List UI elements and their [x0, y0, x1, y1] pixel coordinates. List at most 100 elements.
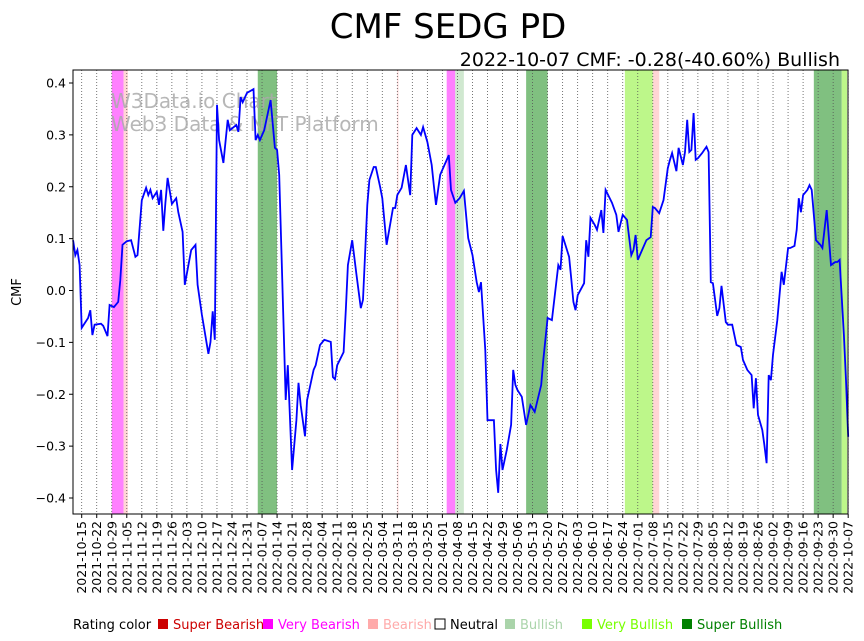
y-tick-label: 0.4 [46, 76, 66, 91]
watermark: W3Data.io Chart Web3 Data & NFT Platform [111, 89, 379, 136]
x-tick-label: 2022-04-01 [435, 521, 450, 594]
x-tick-label: 2021-11-12 [134, 521, 149, 594]
legend-swatch-super-bearish [158, 619, 168, 629]
x-tick-label: 2022-07-15 [660, 521, 675, 594]
cmf-series-line [72, 87, 850, 493]
x-tick-label: 2022-04-29 [495, 521, 510, 594]
x-tick-label: 2022-08-12 [720, 521, 735, 594]
x-tick-label: 2022-06-24 [615, 521, 630, 594]
x-tick-label: 2021-12-03 [179, 521, 194, 594]
rating-band-very-bullish [841, 70, 848, 514]
legend-label-very-bearish: Very Bearish [278, 618, 360, 633]
x-tick-label: 2021-11-26 [164, 521, 179, 594]
rating-band-bullish [455, 70, 464, 514]
x-tick-label: 2022-06-03 [570, 521, 585, 594]
x-tick-label: 2022-04-08 [450, 521, 465, 594]
x-tick-label: 2021-12-31 [240, 521, 255, 594]
rating-band-very-bearish [446, 70, 456, 514]
x-tick-label: 2022-05-06 [510, 521, 525, 594]
x-axis: 2021-10-15 2021-10-22 2021-10-29 2021-11-05… [74, 514, 856, 594]
legend-swatch-very-bearish [263, 619, 273, 629]
rating-band-super-bullish [257, 70, 278, 514]
y-tick-label: 0.2 [46, 179, 66, 194]
legend-swatch-very-bullish [582, 619, 592, 629]
x-tick-label: 2022-06-17 [600, 521, 615, 594]
x-tick-label: 2021-10-15 [74, 521, 89, 594]
legend-title: Rating color [73, 618, 152, 633]
x-tick-label: 2021-12-24 [224, 521, 239, 594]
x-tick-label: 2022-09-23 [811, 521, 826, 594]
x-tick-label: 2022-01-07 [255, 521, 270, 594]
rating-band-bearish [652, 70, 660, 514]
x-tick-label: 2022-09-16 [796, 521, 811, 594]
rating-band-super-bullish [526, 70, 548, 514]
x-tick-label: 2022-10-07 [841, 521, 856, 594]
rating-band-very-bearish [111, 70, 124, 514]
legend-swatch-bearish [368, 619, 378, 629]
legend-label-bearish: Bearish [383, 618, 432, 633]
x-tick-label: 2022-05-13 [525, 521, 540, 594]
x-tick-label: 2022-07-08 [645, 521, 660, 594]
x-tick-label: 2022-08-19 [735, 521, 750, 594]
y-tick-label: 0.1 [46, 231, 66, 246]
x-tick-label: 2022-09-02 [766, 521, 781, 594]
rating-bands [111, 70, 848, 514]
x-tick-label: 2021-11-05 [119, 521, 134, 594]
x-tick-label: 2022-02-04 [315, 521, 330, 594]
x-tick-label: 2022-03-04 [375, 521, 390, 594]
y-axis: −0.4 −0.3 −0.2 −0.1 0.0 0.1 0.2 0.3 0.4 [36, 76, 73, 506]
y-tick-label: −0.2 [36, 387, 66, 402]
x-tick-label: 2022-03-18 [405, 521, 420, 594]
x-tick-label: 2021-12-17 [209, 521, 224, 594]
rating-band-bearish [397, 70, 399, 514]
rating-band-bearish [123, 70, 128, 514]
x-tick-label: 2022-02-18 [345, 521, 360, 594]
y-tick-label: −0.4 [36, 491, 66, 506]
x-tick-label: 2022-07-01 [630, 521, 645, 594]
x-tick-label: 2022-04-15 [465, 521, 480, 594]
x-tick-label: 2022-07-22 [675, 521, 690, 594]
legend-label-super-bullish: Super Bullish [697, 618, 782, 633]
x-tick-label: 2022-01-28 [300, 521, 315, 594]
legend-swatch-bullish [505, 619, 515, 629]
y-tick-label: 0.3 [46, 127, 66, 142]
legend-swatch-neutral [434, 618, 446, 630]
x-tick-label: 2021-10-22 [89, 521, 104, 594]
x-tick-label: 2022-03-11 [390, 521, 405, 594]
watermark-line-1: W3Data.io Chart [111, 89, 277, 113]
x-tick-label: 2021-11-19 [149, 521, 164, 594]
legend-label-neutral: Neutral [450, 618, 498, 633]
plot-frame [72, 69, 849, 515]
x-tick-label: 2022-05-20 [540, 521, 555, 594]
y-tick-label: 0.0 [46, 283, 66, 298]
x-tick-label: 2022-08-26 [751, 521, 766, 594]
legend: Rating color Super Bearish Very Bearish Be… [73, 618, 782, 633]
x-tick-label: 2021-12-10 [194, 521, 209, 594]
x-tick-label: 2022-03-25 [420, 521, 435, 594]
legend-label-super-bearish: Super Bearish [173, 618, 264, 633]
grid-lines [81, 70, 849, 514]
watermark-line-2: Web3 Data & NFT Platform [111, 112, 379, 136]
x-tick-label: 2022-02-11 [330, 521, 345, 594]
chart-title: CMF SEDG PD [330, 7, 567, 47]
legend-label-bullish: Bullish [520, 618, 563, 633]
x-tick-label: 2022-01-21 [285, 521, 300, 594]
x-tick-label: 2021-10-29 [104, 521, 119, 594]
x-tick-label: 2022-04-22 [480, 521, 495, 594]
chart-subtitle: 2022-10-07 CMF: -0.28(-40.60%) Bullish [460, 49, 840, 71]
y-axis-label: CMF [10, 278, 25, 306]
x-tick-label: 2022-05-27 [555, 521, 570, 594]
y-tick-label: −0.3 [36, 439, 66, 454]
x-tick-label: 2022-07-29 [690, 521, 705, 594]
x-tick-label: 2022-08-05 [705, 521, 720, 594]
x-tick-label: 2022-09-30 [826, 521, 841, 594]
rating-band-very-bullish [624, 70, 653, 514]
y-tick-label: −0.1 [36, 335, 66, 350]
legend-swatch-super-bullish [682, 619, 692, 629]
legend-label-very-bullish: Very Bullish [597, 618, 673, 633]
x-tick-label: 2022-02-25 [360, 521, 375, 594]
x-tick-label: 2022-06-10 [585, 521, 600, 594]
x-tick-label: 2022-01-14 [270, 521, 285, 594]
